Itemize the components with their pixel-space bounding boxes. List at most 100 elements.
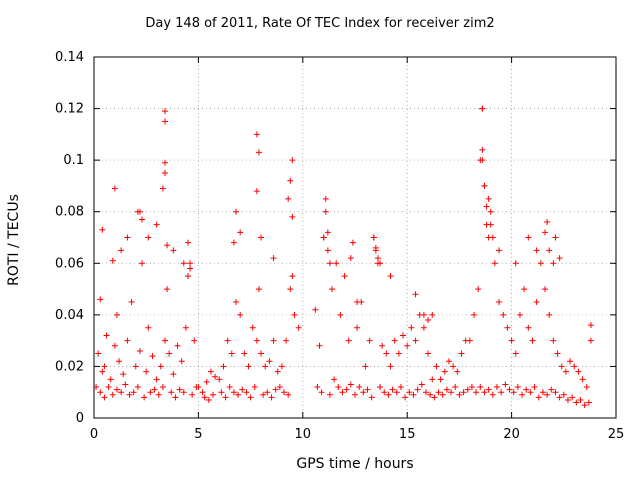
x-axis-label: GPS time / hours — [296, 456, 414, 472]
data-point — [425, 350, 432, 357]
data-point — [489, 234, 496, 241]
data-point — [289, 273, 296, 280]
data-point — [170, 247, 177, 254]
data-point — [387, 273, 394, 280]
data-point — [527, 389, 534, 396]
data-point — [187, 265, 194, 272]
data-point — [567, 358, 574, 365]
data-point — [255, 149, 262, 156]
y-tick-label: 0.04 — [55, 308, 84, 323]
data-point — [312, 306, 319, 313]
data-point — [412, 291, 419, 298]
data-point — [128, 298, 135, 305]
data-point — [253, 337, 260, 344]
data-point — [431, 394, 438, 401]
data-point — [161, 108, 168, 115]
data-point — [239, 386, 246, 393]
data-point — [187, 260, 194, 267]
data-point — [136, 347, 143, 354]
data-point — [335, 384, 342, 391]
data-point — [258, 234, 265, 241]
data-point — [439, 391, 446, 398]
data-point — [573, 399, 580, 406]
data-point — [322, 208, 329, 215]
data-point — [464, 386, 471, 393]
data-point — [170, 371, 177, 378]
data-point — [368, 394, 375, 401]
data-point — [122, 381, 129, 388]
data-point — [341, 273, 348, 280]
data-point — [161, 159, 168, 166]
data-point — [360, 389, 367, 396]
data-point — [525, 324, 532, 331]
data-point — [228, 350, 235, 357]
data-point — [247, 394, 254, 401]
data-point — [412, 337, 419, 344]
data-point — [552, 389, 559, 396]
data-point — [546, 311, 553, 318]
data-point — [406, 389, 413, 396]
data-point — [410, 391, 417, 398]
data-point — [441, 368, 448, 375]
data-point — [103, 332, 110, 339]
data-point — [113, 386, 120, 393]
y-tick-label: 0.1 — [63, 153, 84, 168]
data-point — [184, 239, 191, 246]
data-point — [161, 118, 168, 125]
data-point — [514, 384, 521, 391]
data-point — [468, 384, 475, 391]
data-point — [458, 350, 465, 357]
data-point — [479, 146, 486, 153]
data-point — [230, 389, 237, 396]
data-point — [320, 234, 327, 241]
data-point — [587, 322, 594, 329]
data-point — [443, 386, 450, 393]
data-point — [500, 311, 507, 318]
data-point — [364, 386, 371, 393]
data-point — [456, 391, 463, 398]
data-point — [230, 239, 237, 246]
data-point — [418, 381, 425, 388]
data-point — [109, 391, 116, 398]
data-point — [362, 363, 369, 370]
data-point — [393, 389, 400, 396]
data-point — [235, 391, 242, 398]
data-point — [109, 257, 116, 264]
y-axis-label: ROTI / TECUs — [6, 194, 22, 286]
data-point — [295, 324, 302, 331]
data-point — [391, 337, 398, 344]
data-point — [496, 298, 503, 305]
data-point — [203, 378, 210, 385]
data-point — [437, 376, 444, 383]
data-point — [166, 350, 173, 357]
data-point — [143, 368, 150, 375]
data-point — [316, 342, 323, 349]
data-point — [347, 255, 354, 262]
data-point — [232, 208, 239, 215]
data-point — [379, 342, 386, 349]
data-point — [132, 363, 139, 370]
data-point — [564, 396, 571, 403]
data-point — [491, 260, 498, 267]
data-point — [414, 386, 421, 393]
data-point — [512, 260, 519, 267]
data-point — [587, 337, 594, 344]
data-point — [176, 386, 183, 393]
data-point — [191, 337, 198, 344]
data-point — [168, 389, 175, 396]
data-point — [560, 391, 567, 398]
data-point — [281, 389, 288, 396]
data-point — [260, 391, 267, 398]
data-point — [422, 389, 429, 396]
data-point — [333, 260, 340, 267]
y-tick-label: 0.12 — [55, 102, 84, 117]
data-point — [270, 255, 277, 262]
data-point — [498, 389, 505, 396]
chart-title: Day 148 of 2011, Rate Of TEC Index for r… — [145, 16, 495, 31]
data-point — [253, 188, 260, 195]
data-point — [105, 384, 112, 391]
data-point — [533, 247, 540, 254]
data-point — [404, 342, 411, 349]
data-point — [157, 363, 164, 370]
data-point — [352, 391, 358, 398]
